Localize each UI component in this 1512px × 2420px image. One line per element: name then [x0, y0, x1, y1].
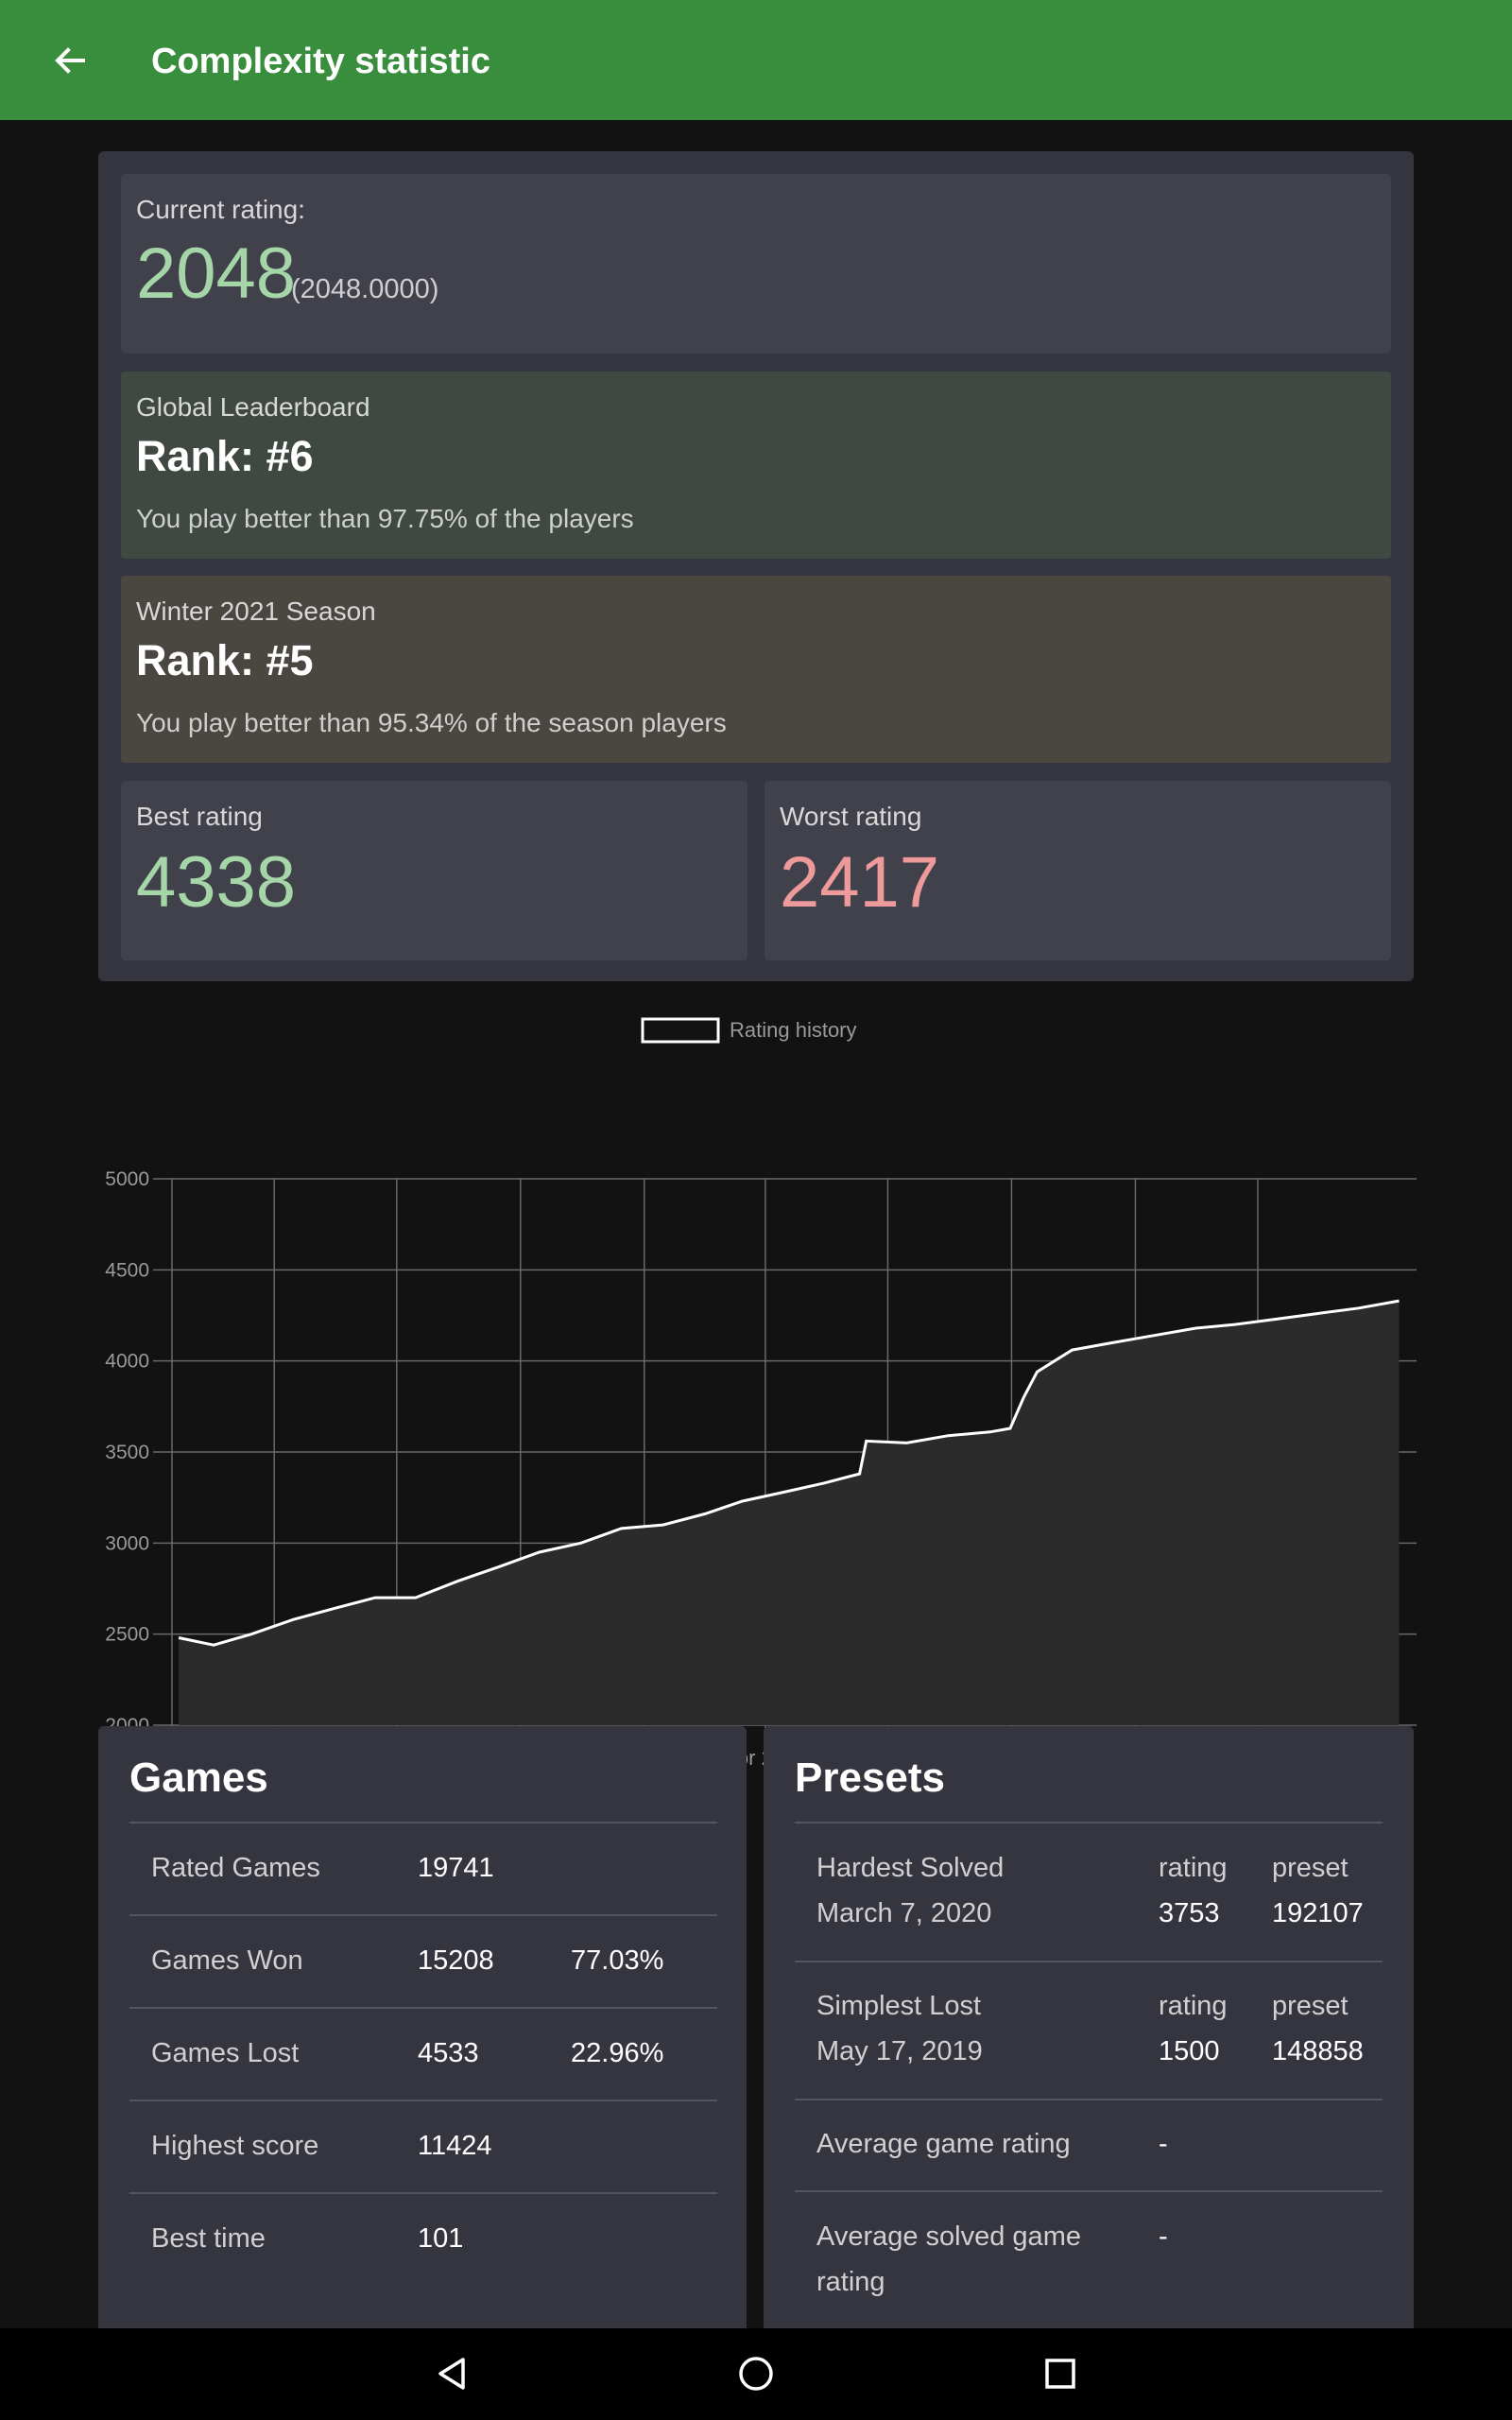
- average-game-rating-value: -: [1159, 2129, 1168, 2159]
- hardest-solved-label: Hardest Solved: [816, 1853, 1005, 1883]
- worst-rating-label: Worst rating: [780, 802, 922, 831]
- divider: [129, 2007, 717, 2009]
- rating-summary-panel: Current rating: 2048 (2048.0000) Global …: [98, 151, 1414, 981]
- y-tick-label: 2500: [105, 1624, 149, 1646]
- worst-rating-value: 2417: [780, 842, 940, 923]
- scroll-content[interactable]: Current rating: 2048 (2048.0000) Global …: [0, 120, 1512, 2328]
- global-rank: Rank: #6: [136, 432, 314, 480]
- arrow-left-icon: [55, 47, 85, 74]
- nav-recents-button[interactable]: [1032, 2345, 1089, 2402]
- legend-swatch[interactable]: [641, 1017, 720, 1044]
- games-lost-value: 4533: [418, 2038, 479, 2068]
- divider: [129, 1914, 717, 1916]
- y-tick-label: 4500: [105, 1259, 149, 1281]
- season-rank: Rank: #5: [136, 636, 314, 684]
- page-title: Complexity statistic: [151, 42, 490, 81]
- legend-label[interactable]: Rating history: [730, 1018, 857, 1042]
- best-rating-card: Best rating 4338: [121, 781, 747, 960]
- games-won-percent: 77.03%: [571, 1945, 664, 1976]
- rating-history-area: [179, 1301, 1400, 1725]
- simplest-lost-preset-label: preset: [1272, 1991, 1349, 2021]
- average-solved-rating-label-line2: rating: [816, 2267, 885, 2297]
- square-recents-icon: [1045, 2359, 1075, 2389]
- games-won-value: 15208: [418, 1945, 494, 1976]
- y-tick-label: 5000: [105, 1168, 149, 1190]
- average-solved-rating-value: -: [1159, 2221, 1168, 2252]
- nav-home-button[interactable]: [728, 2345, 784, 2402]
- divider: [129, 2100, 717, 2101]
- rating-history-chart: 5000450040003500300025002000Apr 2018Jul …: [105, 1017, 1417, 1770]
- best-rating-label: Best rating: [136, 802, 263, 831]
- hardest-solved-preset[interactable]: 192107: [1272, 1898, 1364, 1928]
- divider: [129, 1822, 717, 1824]
- season-leaderboard-card[interactable]: Winter 2021 Season Rank: #5 You play bet…: [121, 576, 1391, 763]
- rating-history-line: [178, 1299, 1400, 1647]
- highest-score-label: Highest score: [151, 2131, 319, 2161]
- games-title: Games: [129, 1754, 268, 1801]
- divider: [795, 2190, 1383, 2192]
- divider: [129, 2192, 717, 2194]
- simplest-lost-preset[interactable]: 148858: [1272, 2036, 1364, 2066]
- global-leaderboard-card[interactable]: Global Leaderboard Rank: #6 You play bet…: [121, 372, 1391, 559]
- presets-title: Presets: [795, 1754, 946, 1801]
- rated-games-value: 19741: [418, 1853, 494, 1883]
- current-rating-card: Current rating: 2048 (2048.0000): [121, 174, 1391, 354]
- rated-games-label: Rated Games: [151, 1853, 320, 1883]
- average-game-rating-label: Average game rating: [816, 2129, 1071, 2159]
- divider: [795, 2099, 1383, 2100]
- games-lost-percent: 22.96%: [571, 2038, 664, 2068]
- hardest-solved-rating-label: rating: [1159, 1853, 1228, 1883]
- y-tick-label: 3500: [105, 1442, 149, 1463]
- current-rating-precise: (2048.0000): [291, 274, 439, 304]
- games-lost-label: Games Lost: [151, 2038, 300, 2068]
- best-time-value: 101: [418, 2223, 464, 2254]
- highest-score-value: 11424: [418, 2131, 492, 2161]
- average-solved-rating-label-line1: Average solved game: [816, 2221, 1081, 2252]
- divider: [795, 1822, 1383, 1824]
- hardest-solved-date: March 7, 2020: [816, 1898, 992, 1928]
- worst-rating-card: Worst rating 2417: [765, 781, 1391, 960]
- best-time-label: Best time: [151, 2223, 266, 2254]
- season-percentile-text: You play better than 95.34% of the seaso…: [136, 708, 727, 737]
- system-navigation-bar: [0, 2328, 1512, 2420]
- season-label: Winter 2021 Season: [136, 596, 376, 626]
- back-button[interactable]: [42, 32, 98, 89]
- simplest-lost-rating: 1500: [1159, 2036, 1220, 2066]
- nav-back-button[interactable]: [423, 2345, 480, 2402]
- presets-panel: Presets Hardest Solved March 7, 2020 rat…: [764, 1726, 1414, 2328]
- app-bar: Complexity statistic: [0, 0, 1512, 120]
- current-rating-label: Current rating:: [136, 195, 305, 224]
- divider: [795, 1961, 1383, 1962]
- global-leaderboard-label: Global Leaderboard: [136, 392, 370, 422]
- current-rating-value: 2048: [136, 233, 297, 314]
- simplest-lost-date: May 17, 2019: [816, 2036, 983, 2066]
- simplest-lost-rating-label: rating: [1159, 1991, 1228, 2021]
- simplest-lost-label: Simplest Lost: [816, 1991, 982, 2021]
- y-tick-label: 3000: [105, 1532, 149, 1554]
- hardest-solved-preset-label: preset: [1272, 1853, 1349, 1883]
- global-percentile-text: You play better than 97.75% of the playe…: [136, 504, 634, 533]
- triangle-back-icon: [438, 2358, 465, 2390]
- games-panel: Games Rated Games 19741 Games Won 15208 …: [98, 1726, 747, 2328]
- best-rating-value: 4338: [136, 842, 297, 923]
- y-tick-label: 4000: [105, 1351, 149, 1373]
- circle-home-icon: [739, 2357, 773, 2391]
- hardest-solved-rating: 3753: [1159, 1898, 1220, 1928]
- games-won-label: Games Won: [151, 1945, 303, 1976]
